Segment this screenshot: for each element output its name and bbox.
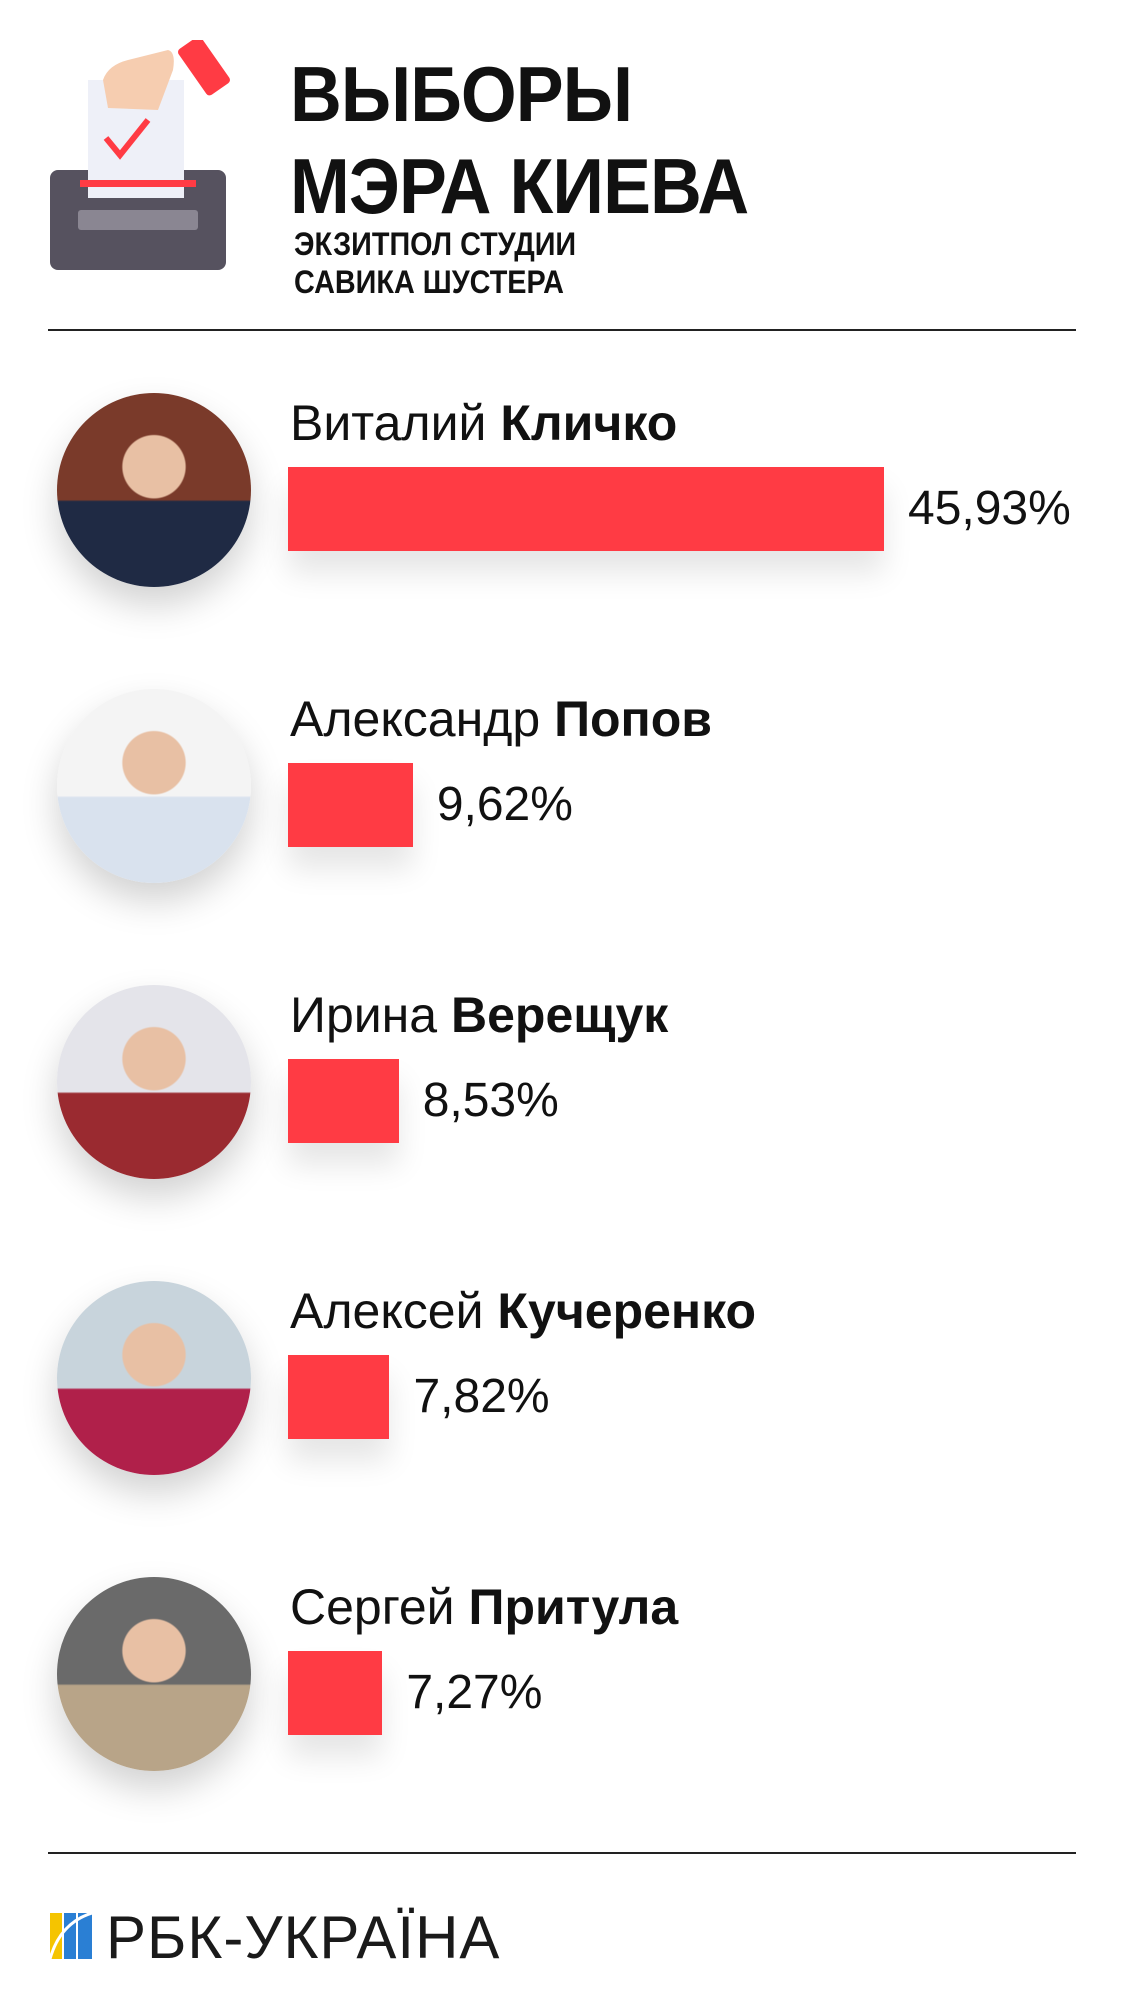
title-line-1: ВЫБОРЫ	[290, 50, 633, 138]
bar	[288, 1059, 399, 1143]
candidate-photo	[57, 1577, 251, 1771]
last-name: Верещук	[451, 987, 669, 1043]
subtitle-line-1: ЭКЗИТПОЛ СТУДИИ	[294, 226, 577, 262]
first-name: Александр	[290, 691, 541, 747]
rbk-logo-icon	[50, 1913, 92, 1959]
value-label: 7,27%	[406, 1666, 543, 1719]
subtitle: ЭКЗИТПОЛ СТУДИИ САВИКА ШУСТЕРА	[294, 225, 576, 301]
last-name: Кучеренко	[497, 1283, 757, 1339]
candidate-photo	[57, 393, 251, 587]
bar	[288, 763, 413, 847]
title-line-2: МЭРА КИЕВА	[290, 142, 749, 230]
last-name: Притула	[468, 1579, 679, 1635]
candidate-name: Виталий Кличко	[290, 393, 677, 453]
first-name: Ирина	[290, 987, 438, 1043]
last-name: Кличко	[500, 395, 678, 451]
bar	[288, 1355, 390, 1439]
value-label: 9,62%	[436, 778, 573, 831]
value-label: 7,82%	[413, 1370, 550, 1423]
candidate-photo	[57, 689, 251, 883]
candidate-name: Алексей Кучеренко	[290, 1281, 756, 1341]
last-name: Попов	[554, 691, 713, 747]
header-divider	[48, 329, 1076, 331]
bar	[288, 467, 884, 551]
subtitle-line-2: САВИКА ШУСТЕРА	[294, 264, 564, 300]
candidate-name: Александр Попов	[290, 689, 712, 749]
bar	[288, 1651, 383, 1735]
candidate-name: Сергей Притула	[290, 1577, 678, 1637]
value-label: 8,53%	[422, 1074, 559, 1127]
page-title: ВЫБОРЫ МЭРА КИЕВА	[290, 48, 749, 232]
candidate-photo	[57, 985, 251, 1179]
first-name: Виталий	[290, 395, 487, 451]
ballot-box-icon	[50, 40, 230, 270]
rbk-logo-text: РБК-УКРАЇНА	[106, 1904, 501, 1971]
first-name: Алексей	[290, 1283, 484, 1339]
first-name: Сергей	[290, 1579, 455, 1635]
candidate-name: Ирина Верещук	[290, 985, 668, 1045]
footer-divider	[48, 1852, 1076, 1854]
value-label: 45,93%	[908, 482, 1071, 535]
candidate-photo	[57, 1281, 251, 1475]
